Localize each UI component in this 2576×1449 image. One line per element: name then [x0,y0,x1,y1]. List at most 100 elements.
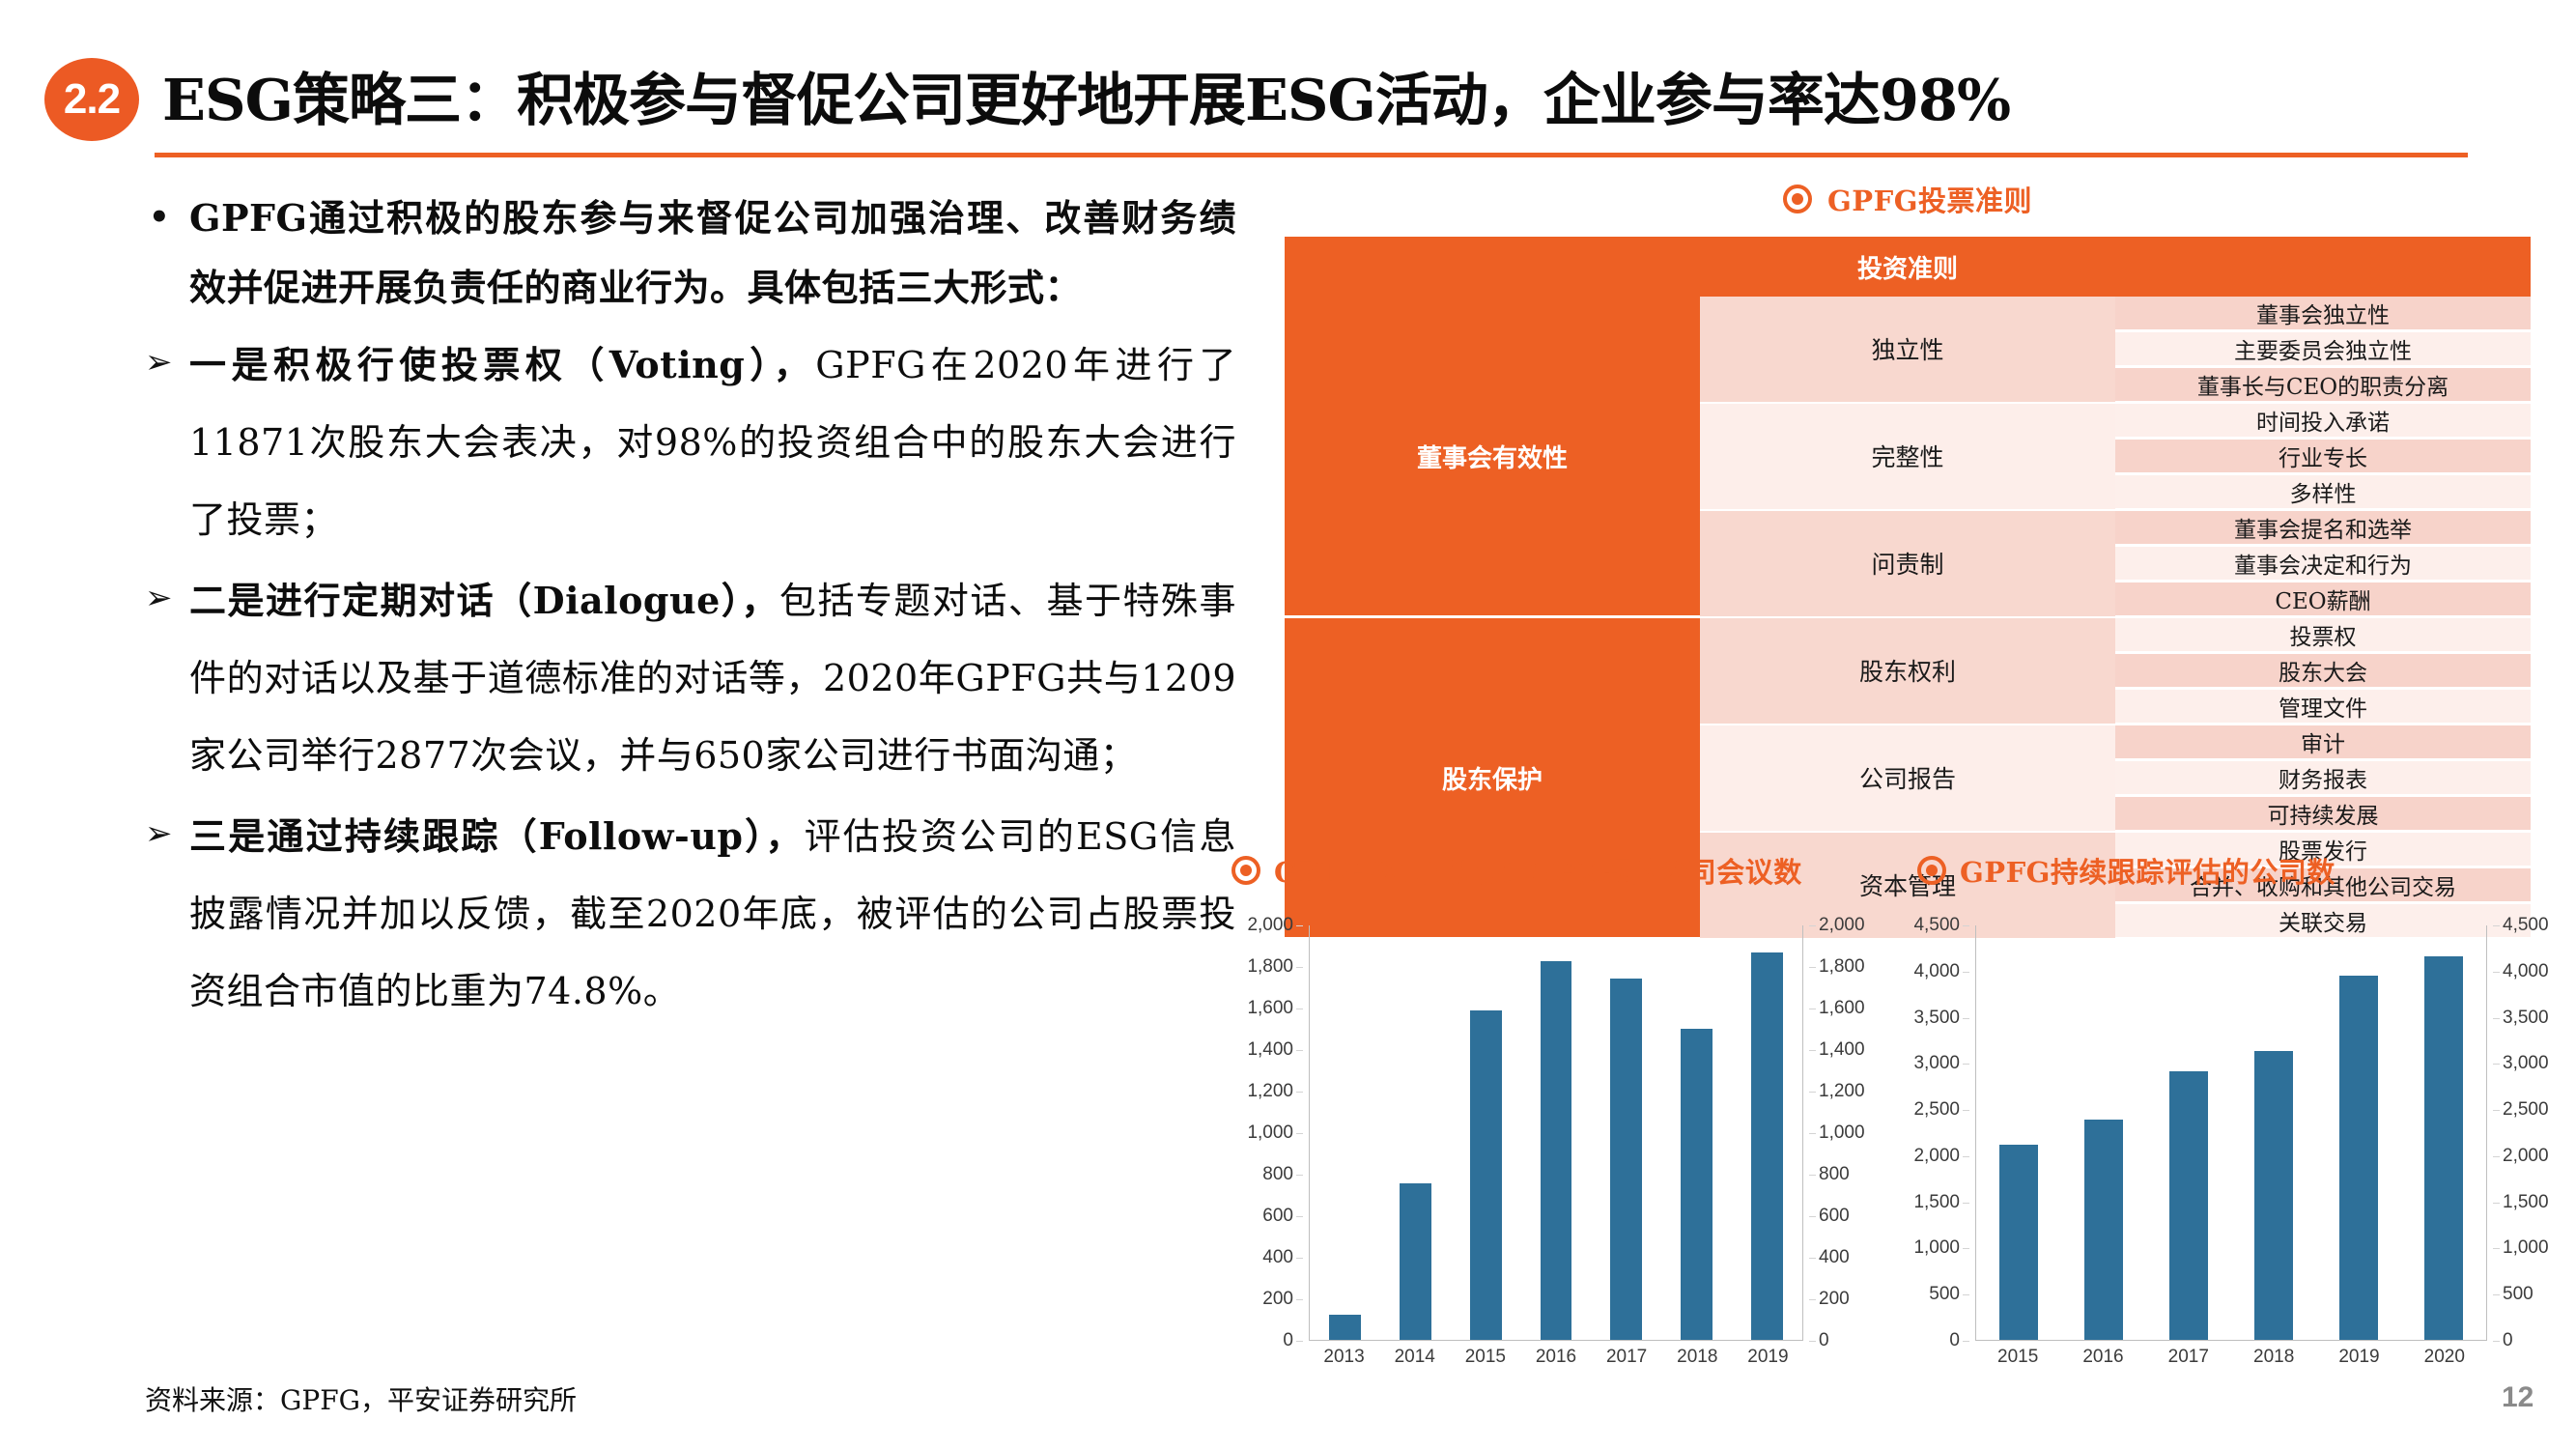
y-axis-tick-label: 4,000 [2503,960,2549,981]
y-axis-tick-mark [1296,1092,1303,1093]
y-axis-tick-label: 200 [1819,1289,1850,1309]
bar-chart-esg-meetings: 0 200 400 600 800 1,000 1,200 1,400 1,600 1,800 2,… [1231,915,1881,1408]
y-axis-tick-label: 1,800 [1247,956,1293,977]
y-axis-tick-label: 600 [1819,1206,1850,1226]
table-item-cell: 董事会决定和行为 [2115,545,2531,582]
table-item-cell: 行业专长 [2115,438,2531,475]
bullseye-icon [1783,185,1813,213]
y-axis-tick-label: 1,600 [1247,998,1293,1018]
x-axis-tick-label: 2016 [2082,1347,2124,1367]
y-axis-tick-label: 200 [1262,1289,1293,1309]
bar-slot [1661,925,1732,1340]
y-axis-tick-label: 500 [1929,1284,1960,1305]
bar-slot [1976,925,2061,1340]
y-axis-tick-label: 3,500 [2503,1007,2549,1028]
x-axis-tick-label: 2015 [1464,1347,1506,1367]
y-axis-tick-label: 1,000 [1247,1122,1293,1143]
table-row: 股东保护 股东权利 投票权 [1285,616,2531,940]
bullet-text: 二是进行定期对话（Dialogue），包括专题对话、基于特殊事件的对话以及基于道… [189,562,1236,794]
table-item-cell: 关联交易 [2115,902,2531,940]
y-axis-tick-mark [1963,1064,1969,1065]
y-axis-tick-mark [1809,1133,1816,1134]
bar-2018 [1681,1028,1713,1340]
x-axis-labels: 2013 2014 2015 2016 2017 2018 2019 [1309,1347,1803,1385]
x-axis-labels: 2015 2016 2017 2018 2019 2020 [1975,1347,2487,1385]
table-subgroup-cell: 完整性 [1700,402,2115,511]
y-axis-tick-label: 500 [2503,1284,2534,1305]
bullet-dot-icon: • [149,198,170,237]
voting-guideline-heading: GPFG投票准则 [1285,179,2531,219]
bar-slot [1732,925,1802,1340]
bullet-text: 三是通过持续跟踪（Follow-up），评估投资公司的ESG信息披露情况并加以反… [189,798,1236,1030]
bullseye-icon [1231,856,1260,885]
source-note: 资料来源：GPFG，平安证券研究所 [145,1384,578,1416]
table-item-cell: 多样性 [2115,473,2531,511]
bar-2017 [1610,978,1643,1340]
bar-chart-tracked-companies: 0 500 1,000 1,500 2,000 2,500 3,000 3,500 4,000 4… [1898,915,2564,1408]
y-axis-tick-mark [1809,1299,1816,1300]
table-item-cell: 主要委员会独立性 [2115,330,2531,368]
bullet-paragraph: ➢ 一是积极行使投票权（Voting），GPFG在2020年进行了11871次股… [145,327,1236,558]
y-axis-tick-label: 800 [1819,1164,1850,1184]
bar-2014 [1399,1182,1431,1340]
y-axis-tick-mark [1296,1299,1303,1300]
x-axis-tick-label: 2014 [1394,1347,1435,1367]
x-axis-tick-label: 2018 [2253,1347,2295,1367]
table-row: 财务报表 [1285,759,2531,797]
bullet-lead: 三是通过持续跟踪（Follow-up）， [189,814,805,858]
bullet-text: GPFG通过积极的股东参与来督促公司加强治理、改善财务绩效并促进开展负责任的商业… [189,184,1236,323]
y-axis-tick-mark [1296,1258,1303,1259]
table-row: 董事会决定和行为 [1285,545,2531,582]
table-item-cell: 董事会提名和选举 [2115,509,2531,547]
y-axis-tick-mark [1296,925,1303,926]
y-axis-tick-mark [1963,1110,1969,1112]
bullet-lead: 一是积极行使投票权（Voting）， [189,343,816,386]
bar-2019 [1751,952,1783,1340]
table-row: 股东大会 [1285,652,2531,690]
table-item-cell: 投票权 [2115,616,2531,654]
table-subgroup-cell: 问责制 [1700,509,2115,618]
y-axis-tick-mark [1809,1258,1816,1259]
y-axis-tick-label: 0 [1283,1330,1293,1350]
y-axis-tick-label: 1,000 [2503,1237,2549,1259]
y-axis-tick-label: 1,600 [1819,998,1865,1018]
table-item-cell: 管理文件 [2115,688,2531,725]
y-axis-tick-label: 1,400 [1819,1039,1865,1060]
chart-headings: GPFG参与的涉及ESG议题的公司会议数 GPFG持续跟踪评估的公司数 [1222,850,2564,891]
y-axis-tick-label: 1,500 [2503,1191,2549,1212]
y-axis-tick-mark [2493,971,2500,973]
table-item-cell: 合并、收购和其他公司交易 [2115,867,2531,904]
table-row: 合并、收购和其他公司交易 [1285,867,2531,904]
y-axis-tick-mark [2493,1017,2500,1019]
y-axis-tick-label: 1,200 [1819,1081,1865,1101]
y-axis-tick-label: 2,000 [1913,1145,1960,1166]
y-axis-tick-label: 4,500 [2503,915,2549,935]
right-panel: GPFG投票准则 投资准则 董事会有效性 独立性 董事会独立性 主要委员会独立性 董事长… [1285,179,2531,940]
chart-left-heading: GPFG参与的涉及ESG议题的公司会议数 [1222,850,1898,891]
y-axis-tick-mark [1809,967,1816,968]
table-item-cell: 董事长与CEO的职责分离 [2115,366,2531,404]
y-axis-tick-mark [2493,1341,2500,1342]
y-axis-tick-mark [1963,1294,1969,1296]
x-axis-tick-label: 2015 [1997,1347,2039,1367]
y-axis-right: 0 500 1,000 1,500 2,000 2,500 3,000 3,500 4,000 4… [2493,915,2564,1350]
bar-2016 [1540,960,1572,1340]
y-axis-tick-mark [1963,971,1969,973]
table-row: 管理文件 [1285,688,2531,725]
bullet-paragraph: ➢ 三是通过持续跟踪（Follow-up），评估投资公司的ESG信息披露情况并加… [145,798,1236,1030]
bar-slot [1521,925,1592,1340]
plot-area [1309,925,1803,1341]
slide-header: 2.2 ESG策略三：积极参与督促公司更好地开展ESG活动，企业参与率达98% [0,46,2576,157]
x-axis-tick-label: 2016 [1535,1347,1577,1367]
table-row: 董事长与CEO的职责分离 [1285,366,2531,404]
x-axis-tick-label: 2019 [2338,1347,2380,1367]
y-axis-right: 0 200 400 600 800 1,000 1,200 1,400 1,600 1,800 2,… [1809,915,1881,1350]
charts-section: GPFG参与的涉及ESG议题的公司会议数 GPFG持续跟踪评估的公司数 0 200… [1222,850,2564,1367]
investment-criteria-table: 投资准则 董事会有效性 独立性 董事会独立性 主要委员会独立性 董事长与CEO的职责分离… [1285,237,2531,940]
table-item-cell: 审计 [2115,724,2531,761]
y-axis-tick-mark [1296,1341,1303,1342]
y-axis-tick-mark [2493,1294,2500,1296]
y-axis-tick-label: 1,800 [1819,956,1865,977]
chart-right-heading: GPFG持续跟踪评估的公司数 [1898,850,2564,891]
bullet-paragraph: ➢ 二是进行定期对话（Dialogue），包括专题对话、基于特殊事件的对话以及基… [145,562,1236,794]
